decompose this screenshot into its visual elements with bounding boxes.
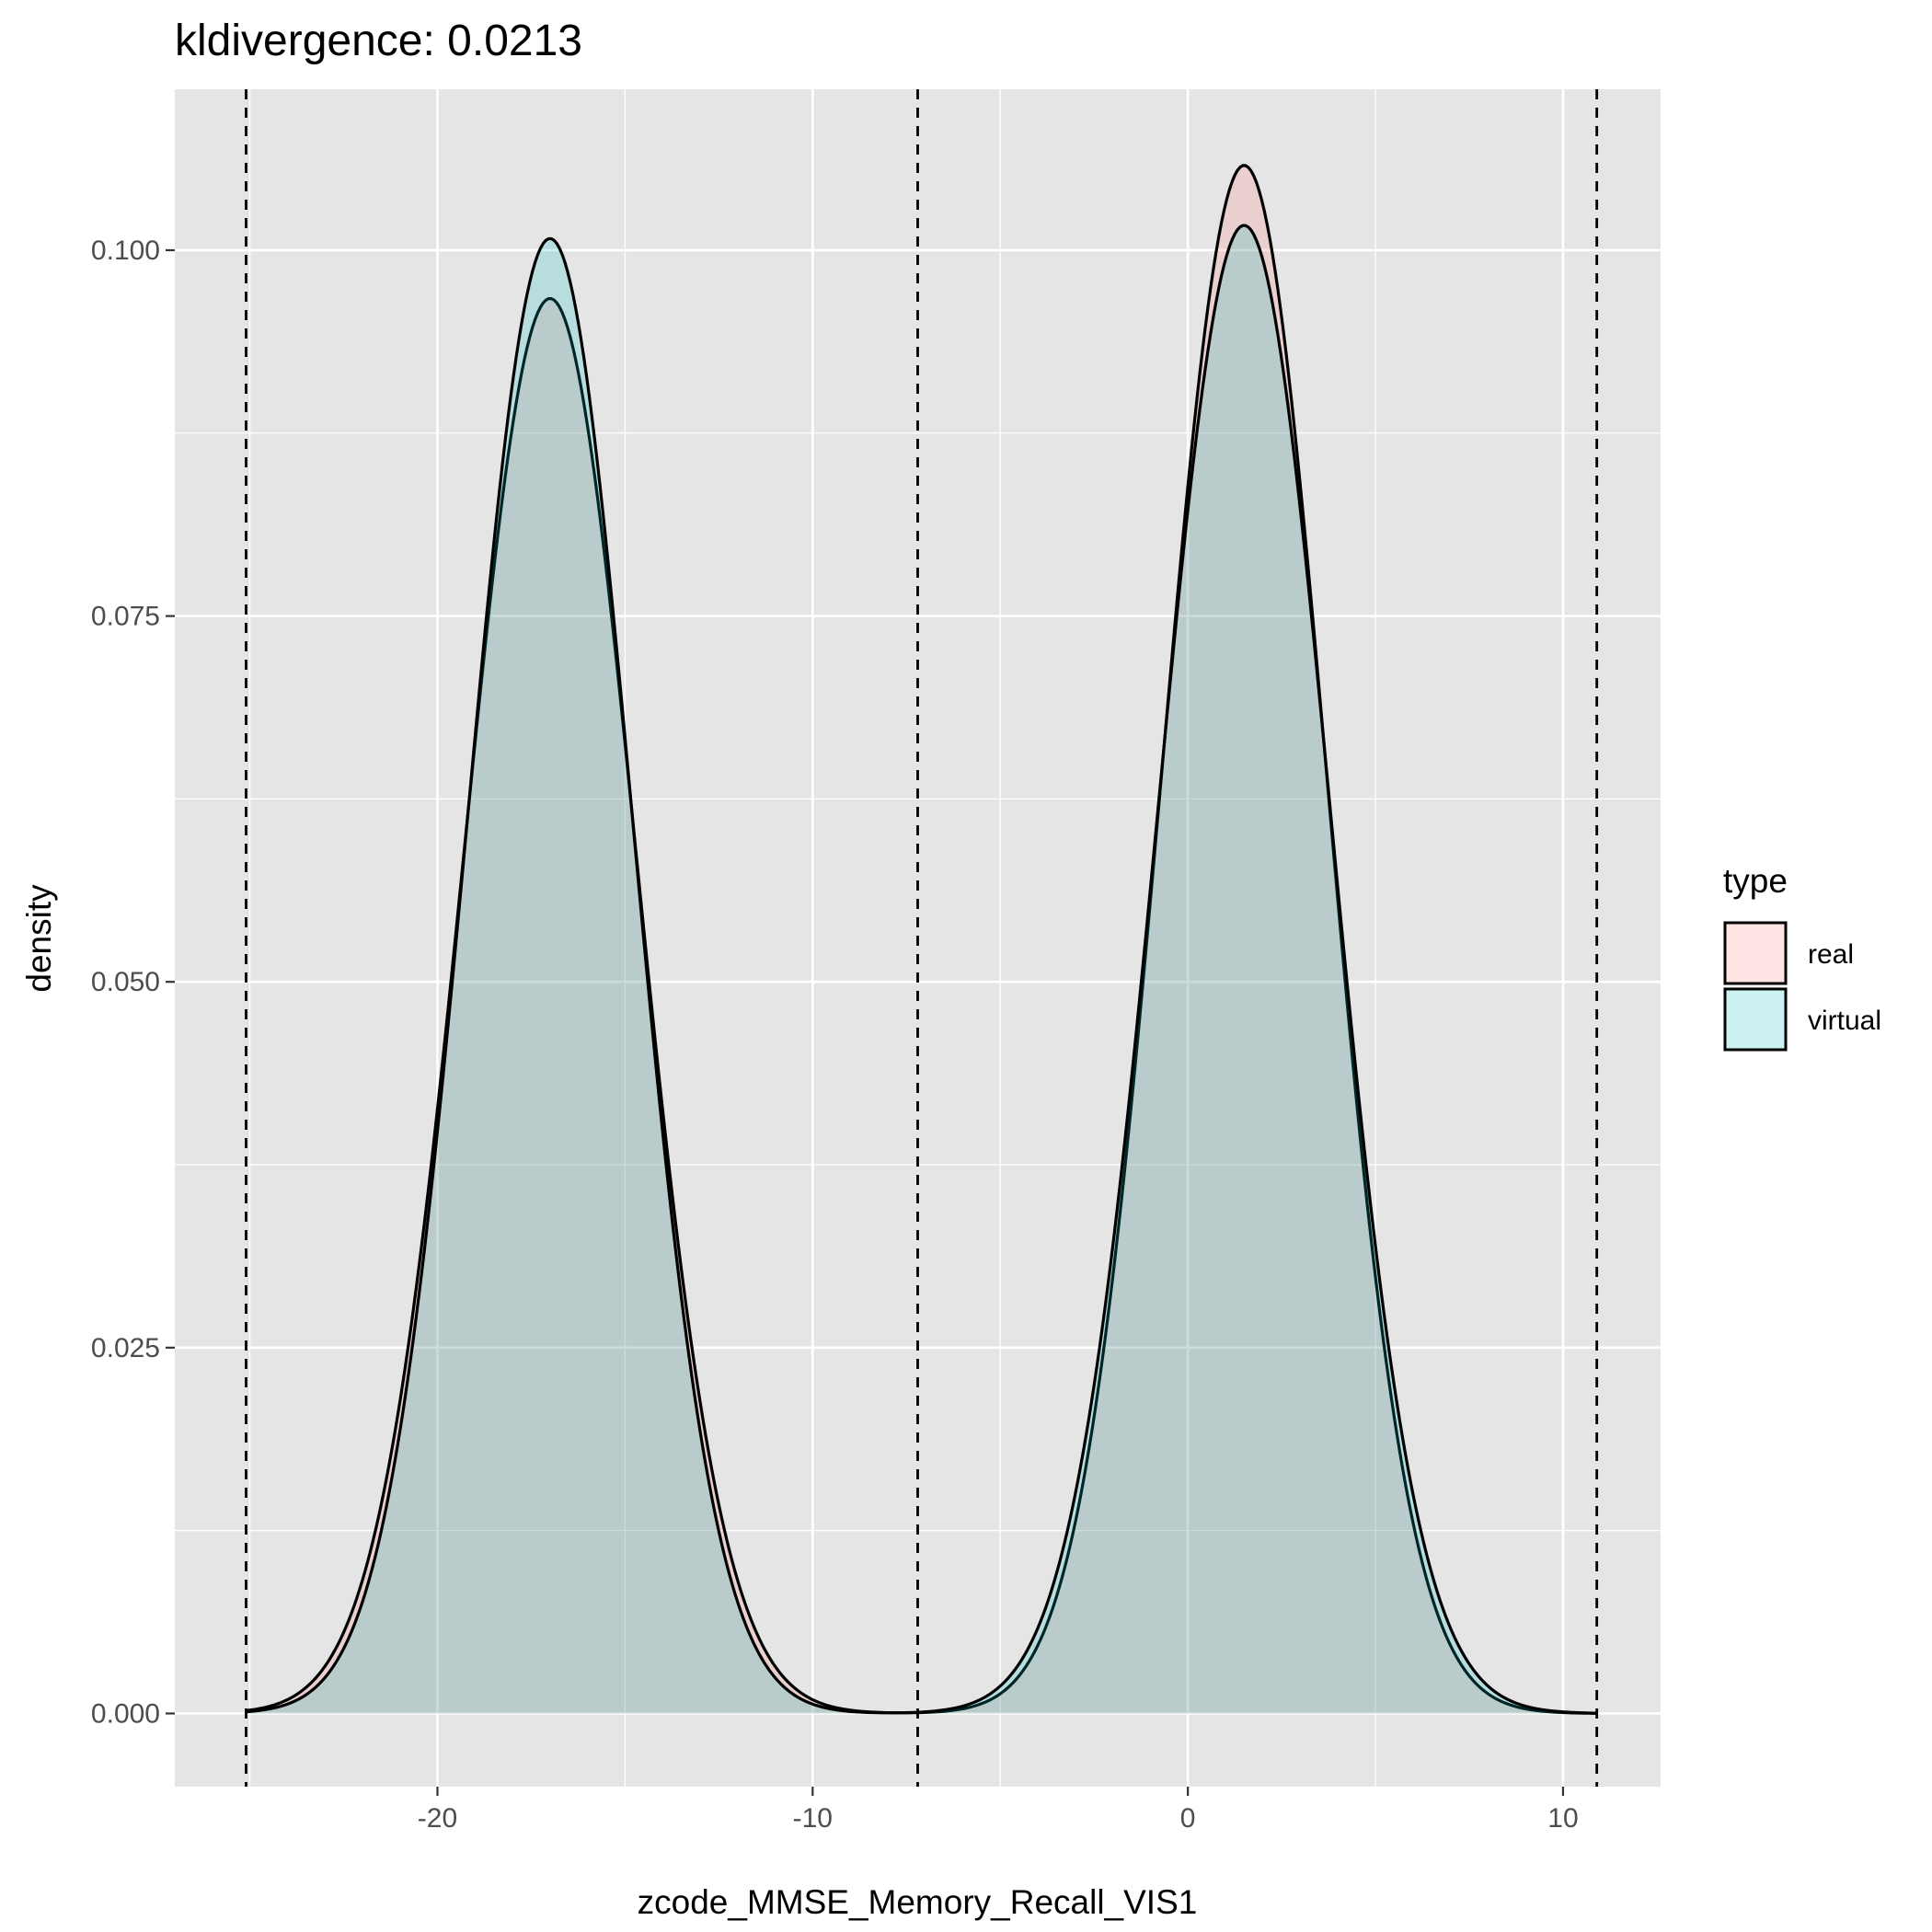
x-tick-label: -10 <box>793 1803 833 1834</box>
y-tick-label: 0.050 <box>91 967 160 997</box>
density-area-virtual <box>246 225 1597 1714</box>
y-tick-label: 0.000 <box>91 1698 160 1729</box>
legend-key-real <box>1723 921 1788 985</box>
density-area-real <box>246 165 1597 1714</box>
legend: type real virtual <box>1723 862 1881 1052</box>
density-curve-virtual <box>246 224 1597 1715</box>
y-tick-label: 0.075 <box>91 602 160 632</box>
legend-label-real: real <box>1808 939 1854 970</box>
legend-key-virtual <box>1723 987 1788 1052</box>
x-axis-title: zcode_MMSE_Memory_Recall_VIS1 <box>638 1883 1198 1921</box>
x-tick-label: 0 <box>1180 1803 1196 1834</box>
legend-label-virtual: virtual <box>1808 1006 1881 1036</box>
legend-key-bg-virtual <box>1725 989 1786 1050</box>
x-tick-label: 10 <box>1547 1803 1578 1834</box>
legend-title: type <box>1723 862 1788 900</box>
y-tick-label: 0.025 <box>91 1333 160 1363</box>
legend-items: real virtual <box>1723 921 1881 1052</box>
y-axis-title: density <box>20 884 58 993</box>
axes: -20 -10 0 10 0.000 0.025 0.050 0.075 0.100 <box>91 236 1579 1834</box>
chart-title: kldivergence: 0.0213 <box>175 17 582 65</box>
density-layer <box>246 164 1597 1715</box>
legend-key-bg-real <box>1725 923 1786 983</box>
y-tick-label: 0.100 <box>91 236 160 266</box>
x-tick-label: -20 <box>418 1803 457 1834</box>
reference-lines <box>245 89 1599 1787</box>
